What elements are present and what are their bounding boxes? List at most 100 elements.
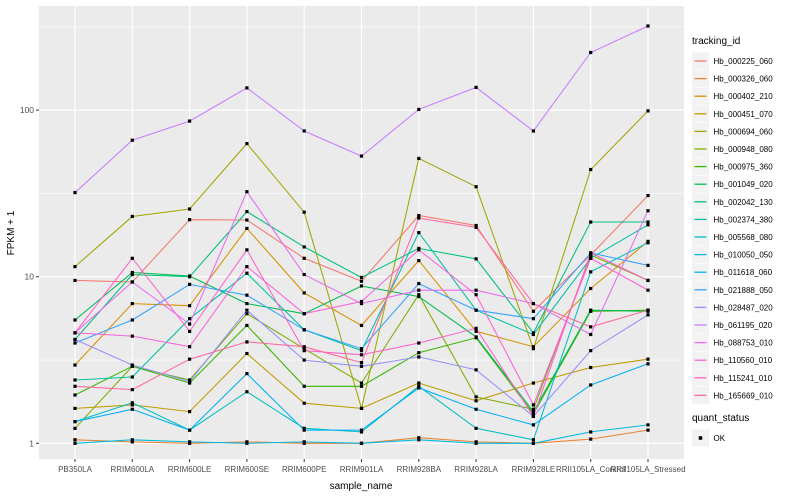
data-point — [359, 384, 364, 388]
data-point — [417, 156, 421, 161]
data-point — [474, 185, 478, 189]
data-point — [531, 414, 535, 419]
data-point — [474, 329, 478, 333]
data-point — [417, 438, 421, 442]
data-point — [188, 329, 192, 333]
data-point — [474, 288, 478, 292]
legend-item-label: Hb_021888_050 — [714, 286, 774, 295]
data-point — [73, 278, 77, 283]
data-point — [474, 223, 478, 228]
data-point — [73, 406, 77, 411]
data-point — [130, 440, 134, 444]
data-point — [245, 265, 249, 269]
data-point — [302, 256, 306, 260]
data-point — [531, 317, 535, 321]
x-tick-label: RRIM600LE — [168, 465, 212, 474]
data-point — [130, 272, 134, 277]
legend-item-label: Hb_110560_010 — [714, 356, 773, 365]
data-point — [646, 288, 650, 292]
data-point — [474, 368, 478, 372]
x-tick-label: RRIM901LA — [340, 465, 384, 474]
data-point — [188, 304, 192, 308]
legend-item-label: Hb_002374_380 — [714, 215, 774, 224]
data-point — [130, 407, 134, 411]
x-tick-label: RRIM928LE — [512, 465, 556, 474]
chart-generated-content: 1 10 100 PB350LA RRIM600LA RRIM600LE RRIM600SE… — [20, 6, 773, 474]
data-point — [302, 426, 306, 430]
data-point — [589, 256, 593, 260]
data-point — [646, 209, 650, 213]
data-point — [73, 384, 77, 388]
data-point — [359, 361, 364, 365]
data-point — [245, 86, 249, 90]
x-tick-label: RRII105LA_Control — [556, 465, 626, 474]
data-point — [188, 440, 192, 444]
data-point — [245, 372, 249, 376]
data-point — [188, 345, 192, 349]
data-point — [359, 349, 364, 353]
data-point — [359, 353, 364, 357]
legend-item-label: Hb_115241_010 — [714, 374, 773, 383]
legend-item-label: Hb_010050_050 — [714, 251, 774, 260]
data-point — [359, 279, 364, 283]
data-point — [302, 210, 306, 214]
data-point — [302, 384, 306, 388]
data-point — [359, 364, 364, 368]
data-point — [417, 436, 421, 440]
data-point — [359, 301, 364, 306]
y-tick-label: 10 — [25, 272, 35, 282]
data-point — [531, 345, 535, 349]
data-point — [245, 210, 249, 214]
legend-item-label: Hb_000225_060 — [714, 57, 774, 66]
data-point — [646, 263, 650, 267]
x-tick-label: RRIM600LA — [111, 465, 155, 474]
legend-item-label: Hb_000694_060 — [714, 127, 774, 136]
data-point — [188, 428, 192, 432]
data-point — [646, 357, 650, 361]
data-point — [589, 430, 593, 434]
data-point — [245, 226, 249, 231]
data-point — [188, 409, 192, 414]
data-point — [188, 218, 192, 222]
data-point — [245, 390, 249, 394]
data-point — [474, 426, 478, 430]
data-point — [245, 308, 249, 312]
data-point — [245, 312, 249, 316]
data-point — [474, 225, 478, 229]
data-point — [245, 248, 249, 252]
data-point — [302, 129, 306, 133]
data-point — [474, 395, 478, 399]
legend-item-label: Hb_088753_010 — [714, 339, 774, 348]
data-point — [188, 357, 192, 361]
legend-item-label: Hb_000402_210 — [714, 92, 774, 101]
data-point — [73, 318, 77, 322]
data-point — [474, 407, 478, 411]
data-point — [417, 341, 421, 345]
data-point — [646, 109, 650, 113]
legend-title-tracking-id: tracking_id — [692, 36, 740, 47]
data-point — [531, 301, 535, 306]
y-tick-label: 1 — [29, 438, 34, 448]
data-point — [130, 256, 134, 260]
data-point — [417, 216, 421, 220]
data-point — [73, 419, 77, 424]
data-point — [646, 193, 650, 198]
data-point — [646, 308, 650, 312]
data-point — [531, 381, 535, 385]
x-axis-title: sample_name — [330, 481, 393, 492]
data-point — [130, 280, 134, 284]
x-tick-label: RRII105LA_Stressed — [610, 465, 685, 474]
data-point — [646, 241, 650, 245]
data-point — [73, 331, 77, 335]
data-point — [302, 328, 306, 332]
data-point — [302, 440, 306, 444]
data-point — [359, 154, 364, 158]
data-point — [188, 207, 192, 211]
data-point — [646, 313, 650, 317]
data-point — [417, 381, 421, 385]
legend-item-label: Hb_011618_060 — [714, 268, 773, 277]
data-point — [589, 286, 593, 291]
data-point — [417, 248, 421, 252]
data-point — [130, 375, 134, 379]
data-point — [474, 257, 478, 261]
